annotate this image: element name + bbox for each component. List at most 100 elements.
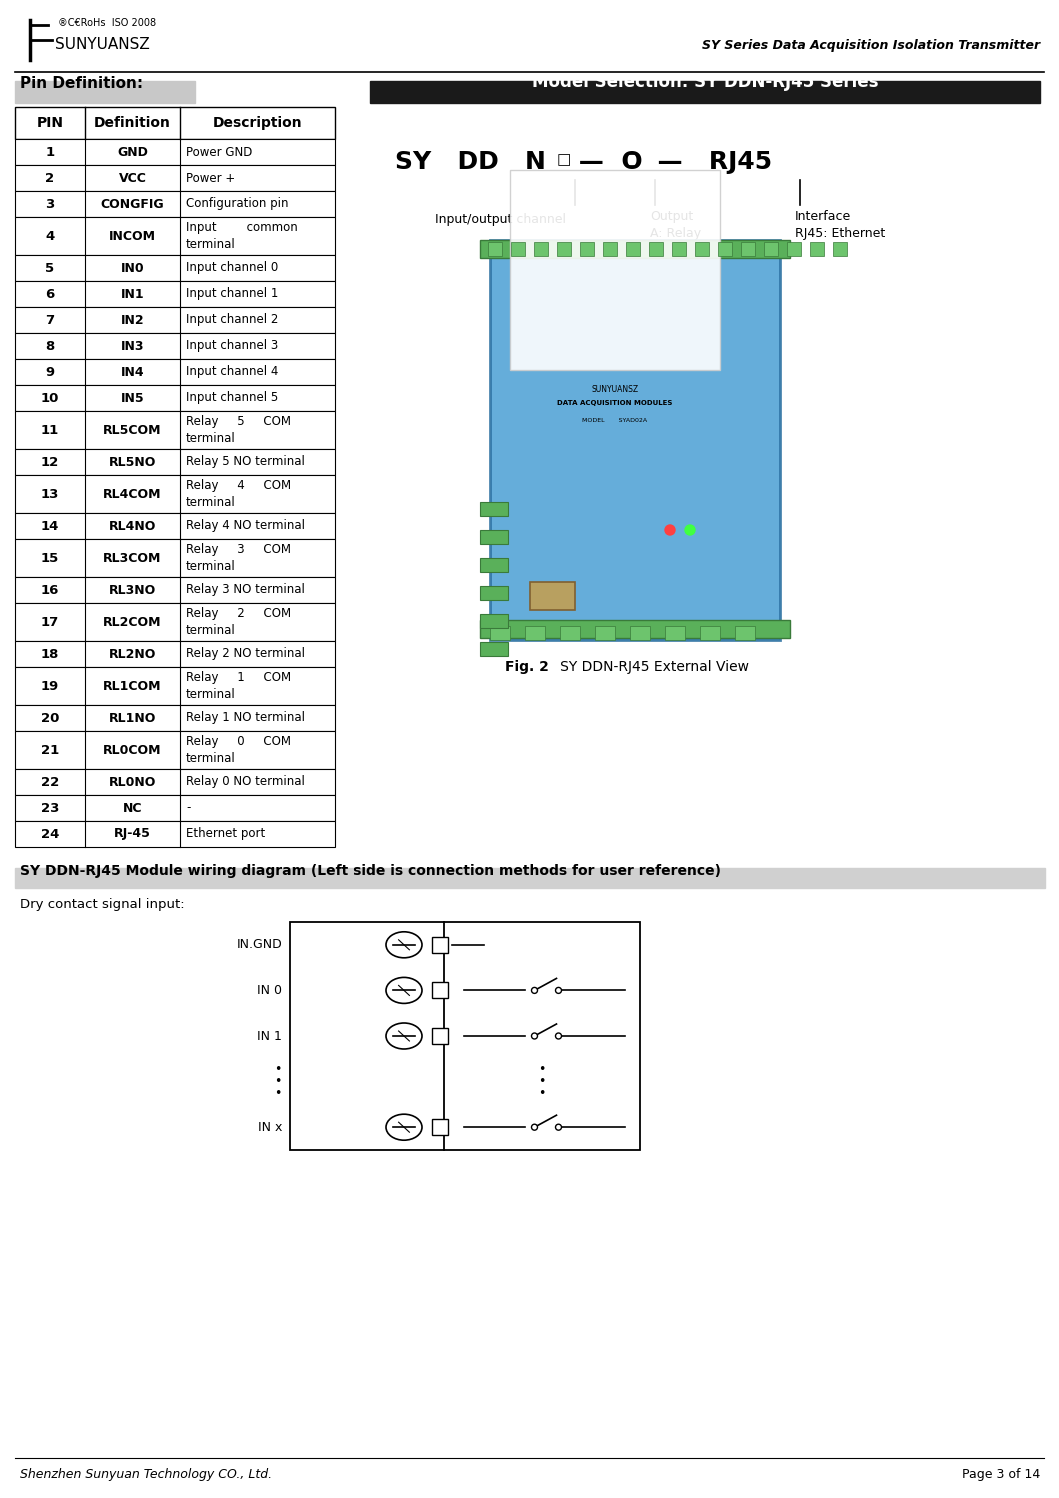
Bar [695, 243, 708, 256]
Circle shape [532, 1124, 538, 1129]
Bar [534, 243, 548, 256]
Bar [833, 243, 847, 256]
Text: 15: 15 [41, 551, 59, 565]
Text: 9: 9 [46, 366, 55, 379]
Bar [603, 243, 617, 256]
Bar [15, 768, 335, 795]
Text: □: □ [557, 151, 572, 166]
Text: Input channel 1: Input channel 1 [186, 288, 279, 301]
Text: Relay 2 NO terminal: Relay 2 NO terminal [186, 647, 305, 661]
Bar [525, 626, 545, 640]
Text: IN2: IN2 [121, 313, 144, 327]
Bar [480, 620, 790, 638]
Bar [15, 385, 335, 410]
Text: Relay     1     COM
terminal: Relay 1 COM terminal [186, 671, 291, 701]
Text: Pin Definition:: Pin Definition: [20, 76, 143, 91]
Bar [15, 667, 335, 706]
Bar [787, 243, 801, 256]
Text: 7: 7 [46, 313, 55, 327]
Bar [15, 81, 195, 103]
Text: Input        common
terminal: Input common terminal [186, 222, 298, 250]
Bar [15, 410, 335, 449]
Text: RL1NO: RL1NO [109, 712, 156, 725]
Text: IN4: IN4 [121, 366, 144, 379]
Text: Relay 3 NO terminal: Relay 3 NO terminal [186, 584, 305, 596]
Text: 19: 19 [41, 680, 59, 692]
Text: 16: 16 [41, 584, 59, 596]
Text: Input/output channel: Input/output channel [435, 213, 566, 226]
Text: ®C€RoHs  ISO 2008: ®C€RoHs ISO 2008 [58, 18, 156, 28]
Text: Input channel 0: Input channel 0 [186, 262, 279, 274]
Text: RL5COM: RL5COM [103, 424, 162, 436]
Bar [15, 577, 335, 604]
Bar [480, 240, 790, 258]
Bar [15, 282, 335, 307]
Text: Power +: Power + [186, 171, 235, 184]
Text: □: □ [625, 151, 640, 166]
Text: Input channel 2: Input channel 2 [186, 313, 279, 327]
Bar [15, 539, 335, 577]
Bar [15, 333, 335, 360]
Bar [530, 583, 575, 610]
Bar [580, 243, 594, 256]
Bar [595, 626, 615, 640]
Bar [490, 626, 510, 640]
Bar [432, 1119, 448, 1135]
Text: 5: 5 [46, 262, 55, 274]
Circle shape [665, 524, 675, 535]
Text: 3: 3 [46, 198, 55, 211]
Text: Ethernet port: Ethernet port [186, 827, 265, 840]
Bar [810, 243, 824, 256]
Text: Dry contact signal input:: Dry contact signal input: [20, 897, 184, 911]
Text: SY DDN-RJ45 Module wiring diagram (Left side is connection methods for user refe: SY DDN-RJ45 Module wiring diagram (Left … [20, 864, 721, 878]
Bar [15, 867, 1045, 888]
Text: RL4NO: RL4NO [109, 520, 156, 532]
Text: Page 3 of 14: Page 3 of 14 [962, 1468, 1040, 1482]
Bar [15, 106, 335, 139]
Text: —   RJ45: — RJ45 [640, 150, 772, 174]
Text: 24: 24 [41, 827, 59, 840]
Text: 21: 21 [41, 743, 59, 756]
Text: Description: Description [213, 115, 302, 130]
Bar [488, 243, 502, 256]
Bar [480, 502, 508, 515]
Text: 11: 11 [41, 424, 59, 436]
Ellipse shape [385, 932, 421, 957]
Text: 13: 13 [41, 487, 59, 500]
Text: DATA ACQUISITION MODULES: DATA ACQUISITION MODULES [557, 400, 672, 406]
Text: Model Selection: SY DDN-RJ45 Series: Model Selection: SY DDN-RJ45 Series [532, 73, 878, 91]
Text: IN 1: IN 1 [257, 1029, 282, 1043]
Text: CONGFIG: CONGFIG [101, 198, 164, 211]
Circle shape [556, 1034, 561, 1040]
Text: NC: NC [123, 801, 142, 815]
Bar [741, 243, 755, 256]
Bar [15, 449, 335, 475]
Text: Power GND: Power GND [186, 145, 252, 159]
Bar [370, 81, 1040, 103]
Circle shape [532, 987, 538, 993]
Text: SUNYUANSZ: SUNYUANSZ [55, 37, 149, 52]
Text: •
•
•: • • • [274, 1064, 282, 1100]
Text: Shenzhen Sunyuan Technology CO., Ltd.: Shenzhen Sunyuan Technology CO., Ltd. [20, 1468, 272, 1482]
Text: Relay     2     COM
terminal: Relay 2 COM terminal [186, 608, 291, 637]
Text: Input channel 4: Input channel 4 [186, 366, 279, 379]
Bar [15, 307, 335, 333]
Bar [15, 255, 335, 282]
Circle shape [556, 987, 561, 993]
Text: 20: 20 [41, 712, 59, 725]
Text: RL2COM: RL2COM [103, 616, 162, 629]
Text: RJ45: Ethernet: RJ45: Ethernet [795, 228, 885, 240]
Bar [764, 243, 778, 256]
Bar [15, 512, 335, 539]
Text: SUNYUANSZ: SUNYUANSZ [591, 385, 639, 394]
Text: IN5: IN5 [121, 391, 144, 404]
Text: SY Series Data Acquisition Isolation Transmitter: SY Series Data Acquisition Isolation Tra… [702, 39, 1040, 52]
Bar [510, 169, 720, 370]
Text: RL4COM: RL4COM [103, 487, 162, 500]
Bar [480, 643, 508, 656]
Ellipse shape [385, 1115, 421, 1140]
Text: 4: 4 [46, 229, 55, 243]
Bar [718, 243, 732, 256]
Text: Relay 1 NO terminal: Relay 1 NO terminal [186, 712, 305, 725]
Circle shape [556, 1124, 561, 1129]
